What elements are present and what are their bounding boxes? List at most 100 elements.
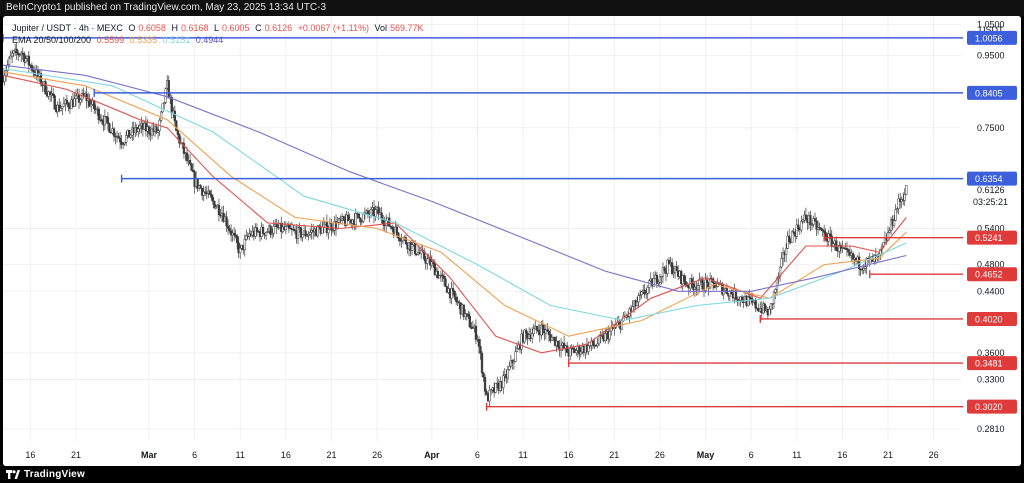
tradingview-brand[interactable]: TradingView — [24, 469, 85, 480]
candle-body — [185, 152, 189, 161]
candle-body — [156, 130, 160, 133]
candle-body — [474, 325, 478, 340]
level-tag-5 — [967, 311, 1017, 326]
candle-body — [125, 135, 128, 143]
candle-body — [635, 301, 639, 307]
candle-body — [819, 227, 823, 230]
candle-body — [15, 48, 18, 54]
candle-body — [748, 296, 751, 299]
candle-body — [138, 125, 142, 130]
candle-body — [100, 119, 103, 122]
candle-body — [780, 258, 783, 268]
candle-body — [851, 253, 855, 260]
candle-body — [167, 80, 170, 99]
level-tag-1 — [967, 85, 1017, 100]
tradingview-logo-icon[interactable] — [6, 470, 20, 479]
level-tag-7 — [967, 399, 1017, 414]
candle-body — [44, 81, 47, 94]
candle-body — [704, 279, 707, 291]
footer-bar: TradingView — [0, 466, 1024, 483]
level-tag-4 — [967, 267, 1017, 282]
ohlc-open: O 0.6058 — [128, 23, 166, 33]
candle-body — [546, 329, 549, 332]
candle-body — [426, 258, 429, 264]
candle-body — [147, 126, 151, 134]
candle-body — [173, 110, 176, 122]
candle-body — [4, 70, 8, 76]
candle-body — [456, 301, 459, 303]
chart-panel[interactable]: USDT 1.0500 0.9500 0.7500 0.5400 0.4800 0.4400… — [3, 16, 1021, 466]
candle-body — [508, 365, 511, 370]
x-tick-label-13: 26 — [655, 450, 665, 460]
candle-body — [509, 360, 513, 367]
candle-body — [62, 103, 65, 107]
current-price-label: 0.6126 — [977, 185, 1005, 195]
publisher-line: BeInCrypto1 published on TradingView.com… — [6, 2, 326, 13]
candle-body — [293, 229, 297, 231]
candle-body — [722, 290, 725, 295]
candle-body — [464, 313, 467, 317]
volume: Vol 569.77K — [375, 23, 424, 33]
candle-body — [479, 346, 482, 354]
candle-body — [327, 229, 330, 234]
candle-body — [90, 104, 93, 107]
candle-body — [239, 247, 242, 254]
candle-body — [514, 351, 517, 362]
candle-body — [388, 217, 391, 227]
symbol-title[interactable]: Jupiter / USDT · 4h · MEXC — [12, 23, 123, 33]
candle-body — [864, 266, 867, 269]
ohlc-open-value: 0.6058 — [138, 23, 166, 33]
candle-body — [255, 227, 259, 232]
ema-title[interactable]: EMA 20/50/100/200 — [12, 35, 92, 45]
candle-body — [305, 235, 309, 237]
x-tick-label-17: 16 — [837, 450, 847, 460]
candle-body — [667, 260, 671, 264]
candle-body — [453, 290, 456, 298]
candle-body — [797, 224, 800, 230]
x-tick-label-16: 11 — [792, 450, 801, 460]
candle-body — [578, 346, 581, 355]
candle-body — [566, 345, 569, 353]
candle-body — [862, 268, 865, 271]
candle-body — [150, 128, 154, 136]
candle-body — [369, 209, 373, 216]
candle-body — [23, 53, 26, 63]
legend-ema-row: EMA 20/50/100/200 0.5599 0.5335 0.5151 0… — [12, 34, 427, 46]
candle-body — [683, 275, 686, 282]
candle-body — [202, 191, 205, 196]
candle-body — [550, 337, 554, 341]
candle-body — [118, 137, 122, 143]
candle-body — [261, 226, 265, 234]
candle-body — [801, 219, 805, 222]
x-tick-label-3: 6 — [192, 450, 197, 460]
candle-body — [756, 307, 759, 310]
candle-body — [556, 340, 560, 348]
y-tick-label-4: 0.4800 — [977, 260, 1005, 270]
candle-body — [366, 210, 370, 215]
candle-body — [269, 225, 272, 235]
candle-body — [512, 361, 516, 364]
candle-body — [395, 226, 398, 234]
ohlc-low-label: L — [214, 23, 220, 33]
candle-body — [810, 224, 814, 226]
candle-body — [112, 128, 116, 137]
ema-line-ema-20 — [3, 74, 907, 354]
candle-body — [865, 257, 868, 267]
candle-body — [483, 377, 487, 392]
candle-body — [232, 232, 236, 236]
candle-body — [137, 128, 140, 132]
candle-body — [9, 55, 12, 59]
candle-body — [438, 275, 441, 279]
candle-body — [228, 228, 231, 232]
candle-body — [597, 335, 601, 345]
candle-body — [18, 54, 21, 56]
candle-body — [894, 209, 897, 221]
candle-body — [309, 232, 312, 235]
candle-body — [204, 191, 207, 194]
candle-body — [471, 327, 475, 329]
x-tick-label-15: 6 — [749, 450, 754, 460]
ema-100-value: 0.5151 — [162, 35, 191, 45]
candle-body — [289, 227, 292, 230]
